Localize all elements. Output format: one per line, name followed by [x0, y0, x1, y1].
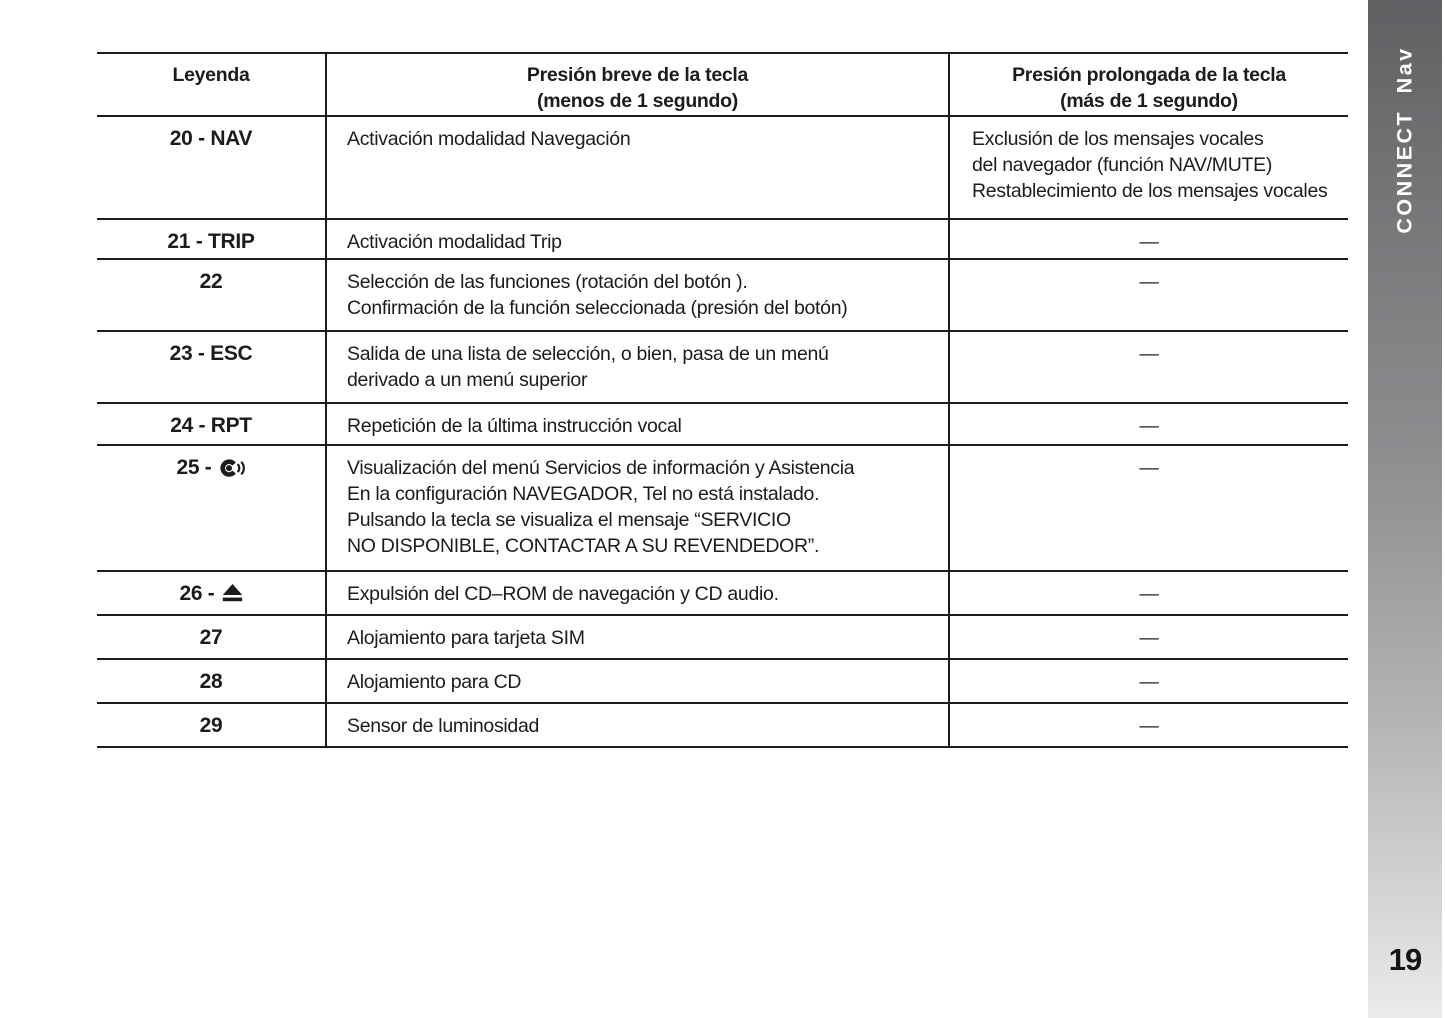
table-row: 24 - RPT Repetición de la última instruc… — [97, 404, 1348, 446]
legend-label: 29 — [199, 714, 223, 737]
long-press-cell: — — [948, 332, 1348, 402]
short-press-cell: Visualización del menú Servicios de info… — [325, 446, 948, 570]
table-row: 29 Sensor de luminosidad — — [97, 704, 1348, 748]
key-functions-table: Leyenda Presión breve de la tecla (menos… — [97, 52, 1348, 748]
legend-cell: 27 — [97, 616, 325, 658]
long-press-cell: — — [948, 616, 1348, 658]
legend-label: 25 - — [176, 456, 212, 479]
legend-cell: 20 - NAV — [97, 117, 325, 218]
table-row: 26 - Expulsión del CD–ROM de navegación … — [97, 572, 1348, 616]
long-press-cell: Exclusión de los mensajes vocales del na… — [948, 117, 1348, 218]
chapter-tab-sidebar: CONNECT Nav 19 — [1368, 0, 1442, 1018]
legend-cell: 22 — [97, 260, 325, 330]
legend-label: 28 — [199, 670, 223, 693]
table-row: 23 - ESC Salida de una lista de selecció… — [97, 332, 1348, 404]
short-press-cell: Salida de una lista de selección, o bien… — [325, 332, 948, 402]
chapter-tab-label: CONNECT Nav — [1392, 46, 1417, 234]
legend-label: 21 - TRIP — [167, 230, 255, 253]
legend-label: 23 - ESC — [169, 342, 253, 365]
legend-cell: 24 - RPT — [97, 404, 325, 444]
short-press-cell: Repetición de la última instrucción voca… — [325, 404, 948, 444]
table-row: 27 Alojamiento para tarjeta SIM — — [97, 616, 1348, 660]
legend-cell: 29 — [97, 704, 325, 746]
short-press-cell: Alojamiento para CD — [325, 660, 948, 702]
header-long-press: Presión prolongada de la tecla (más de 1… — [948, 54, 1348, 115]
legend-cell: 23 - ESC — [97, 332, 325, 402]
table-row: 28 Alojamiento para CD — — [97, 660, 1348, 704]
table-row: 20 - NAV Activación modalidad Navegación… — [97, 117, 1348, 220]
short-press-cell: Selección de las funciones (rotación del… — [325, 260, 948, 330]
voice-broadcast-icon — [219, 458, 246, 485]
legend-label: 22 — [199, 270, 223, 293]
header-legend: Leyenda — [172, 64, 250, 86]
long-press-cell: — — [948, 572, 1348, 614]
long-press-cell: — — [948, 404, 1348, 444]
legend-cell: 21 - TRIP — [97, 220, 325, 258]
table-row: 22 Selección de las funciones (rotación … — [97, 260, 1348, 332]
long-press-cell: — — [948, 220, 1348, 258]
long-press-cell: — — [948, 260, 1348, 330]
short-press-cell: Activación modalidad Navegación — [325, 117, 948, 218]
short-press-cell: Activación modalidad Trip — [325, 220, 948, 258]
legend-label: 26 - — [179, 582, 215, 605]
legend-label: 24 - RPT — [170, 414, 252, 437]
short-press-cell: Expulsión del CD–ROM de navegación y CD … — [325, 572, 948, 614]
legend-cell: 28 — [97, 660, 325, 702]
table-row: 21 - TRIP Activación modalidad Trip — — [97, 220, 1348, 260]
legend-cell: 25 - — [97, 446, 325, 570]
eject-icon — [222, 584, 243, 608]
long-press-cell: — — [948, 446, 1348, 570]
legend-label: 27 — [199, 626, 223, 649]
table-row: 25 - Visualización del menú Servicios de… — [97, 446, 1348, 572]
short-press-cell: Sensor de luminosidad — [325, 704, 948, 746]
legend-label: 20 - NAV — [169, 127, 253, 150]
long-press-cell: — — [948, 660, 1348, 702]
header-short-press: Presión breve de la tecla (menos de 1 se… — [325, 54, 948, 115]
table-header-row: Leyenda Presión breve de la tecla (menos… — [97, 54, 1348, 117]
legend-cell: 26 - — [97, 572, 325, 614]
short-press-cell: Alojamiento para tarjeta SIM — [325, 616, 948, 658]
long-press-cell: — — [948, 704, 1348, 746]
page-number: 19 — [1388, 942, 1422, 977]
